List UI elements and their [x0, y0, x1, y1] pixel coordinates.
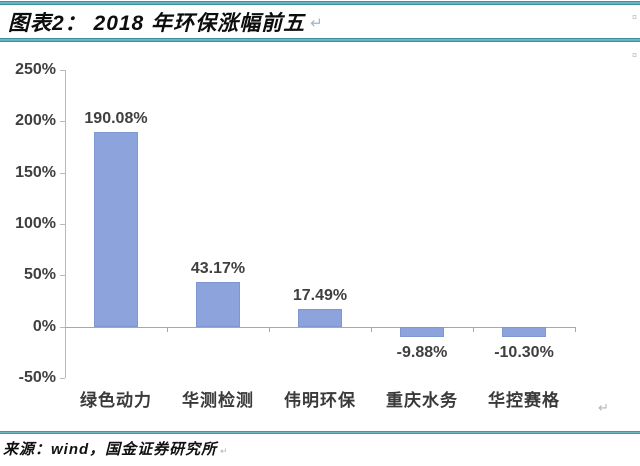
y-axis-tick — [60, 378, 65, 379]
footer-rule-divider — [0, 431, 640, 434]
bar-value-label: -9.88% — [396, 343, 448, 361]
x-axis-line — [65, 326, 575, 328]
y-axis-tick — [60, 326, 65, 328]
figure-title-text: 图表2： 2018 年环保涨幅前五 — [8, 12, 306, 35]
paragraph-return-icon: ↵ — [220, 446, 229, 456]
bar-value-label: 17.49% — [292, 286, 348, 304]
bar-value-label: -10.30% — [494, 344, 554, 362]
y-axis-tick-label: 150% — [15, 163, 56, 181]
table-cell-marker-icon: ¤ — [631, 50, 637, 60]
title-bottom-rule-divider — [0, 38, 640, 42]
bar — [196, 282, 240, 327]
y-axis-tick — [60, 121, 65, 123]
y-axis-tick-label: 250% — [15, 61, 56, 78]
x-axis-label: 重庆水务 — [386, 391, 458, 410]
bar — [502, 326, 546, 338]
x-axis-label: 华控赛格 — [488, 391, 560, 410]
x-axis-tick — [269, 326, 270, 332]
y-axis-tick — [60, 224, 65, 225]
y-axis-tick-label: 200% — [15, 112, 56, 130]
bar — [400, 326, 444, 337]
bar-value-label: 190.08% — [84, 109, 148, 127]
bar — [94, 131, 138, 327]
y-axis-line — [65, 70, 66, 378]
y-axis-tick-label: -50% — [18, 369, 56, 386]
y-axis-tick — [60, 275, 65, 277]
source-note-text: 来源：wind，国金证券研究所 — [3, 441, 218, 458]
y-axis-tick-label: 0% — [32, 317, 56, 335]
bar — [298, 308, 342, 327]
y-axis-tick-label: 50% — [23, 266, 56, 284]
y-axis-tick-label: 100% — [15, 215, 56, 232]
table-cell-marker-icon: ¤ — [631, 12, 637, 22]
figure-title: 图表2： 2018 年环保涨幅前五 ↵ — [8, 7, 324, 37]
x-axis-tick — [575, 326, 576, 332]
x-axis-tick — [371, 326, 372, 332]
y-axis-tick — [60, 70, 65, 71]
bar-value-label: 43.17% — [190, 260, 246, 278]
x-axis-label: 伟明环保 — [284, 391, 356, 410]
x-axis-tick — [167, 326, 168, 332]
x-axis-tick — [473, 326, 474, 332]
paragraph-return-icon: ↵ — [310, 15, 324, 32]
y-axis-tick — [60, 172, 65, 174]
x-axis-label: 华测检测 — [182, 391, 254, 410]
top-rule-divider — [0, 1, 640, 5]
x-axis-label: 绿色动力 — [80, 391, 152, 410]
paragraph-return-icon: ↵ — [598, 400, 609, 415]
source-note: 来源：wind，国金证券研究所 ↵ — [3, 438, 229, 459]
